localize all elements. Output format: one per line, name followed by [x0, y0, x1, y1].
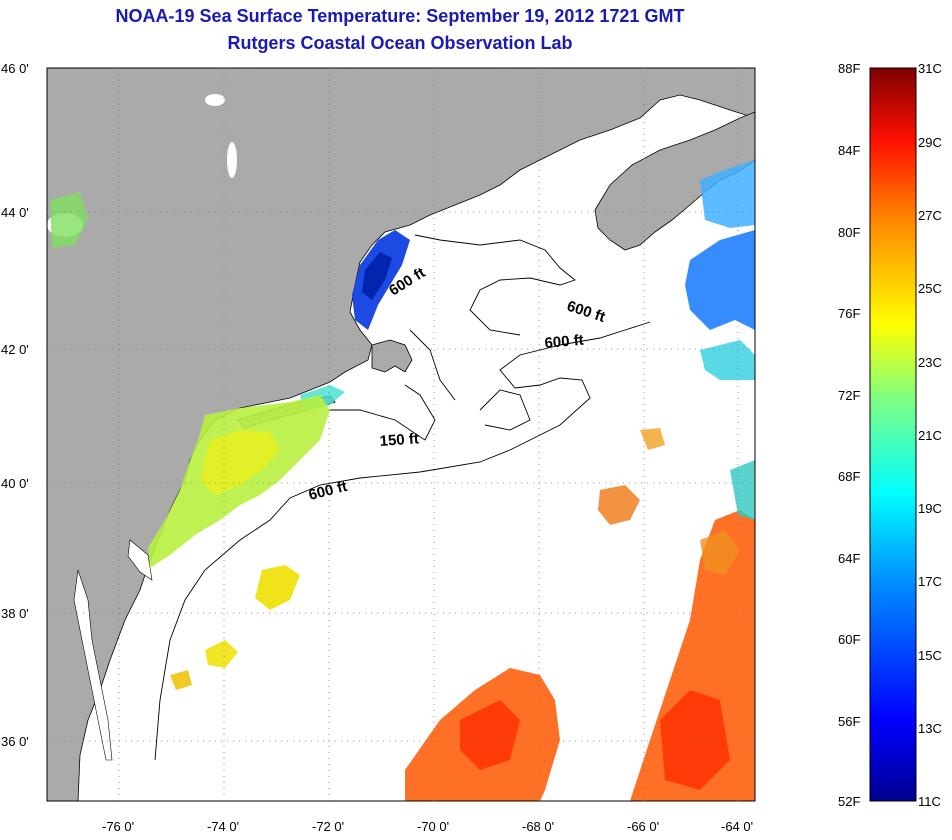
cape-cod: [371, 339, 413, 373]
colorbar-c-label: 25C: [918, 281, 942, 296]
colorbar-f-label: 60F: [838, 632, 860, 647]
colorbar-f-label: 72F: [838, 388, 860, 403]
colorbar-f-label: 68F: [838, 469, 860, 484]
colorbar-c-label: 17C: [918, 574, 942, 589]
contour-label: 600 ft: [544, 332, 585, 352]
lat-tick-label: 38 0': [1, 606, 29, 621]
colorbar-c-label: 13C: [918, 721, 942, 736]
colorbar-c-label: 27C: [918, 208, 942, 223]
contour-label: 150 ft: [379, 430, 419, 450]
lon-tick-label: -74 0': [207, 819, 239, 834]
colorbar-f-label: 52F: [838, 794, 860, 809]
lat-tick-label: 36 0': [1, 734, 29, 749]
colorbar-f-label: 56F: [838, 714, 860, 729]
colorbar-f-label: 76F: [838, 306, 860, 321]
lake: [205, 94, 225, 106]
lon-tick-label: -68 0': [522, 819, 554, 834]
colorbar-c-label: 23C: [918, 355, 942, 370]
lake: [227, 142, 237, 178]
lat-tick-label: 46 0': [1, 61, 29, 76]
lat-tick-label: 42 0': [1, 342, 29, 357]
colorbar-f-label: 84F: [838, 143, 860, 158]
longitude-axis: -76 0' -74 0' -72 0' -70 0' -68 0' -66 0…: [102, 819, 753, 834]
mainland-landmass: [47, 68, 755, 801]
lat-tick-label: 40 0': [1, 476, 29, 491]
lon-tick-label: -76 0': [102, 819, 134, 834]
map-frame: [46, 67, 756, 802]
colorbar-c-label: 21C: [918, 428, 942, 443]
colorbar: [869, 67, 917, 802]
delaware-bay: [127, 539, 153, 581]
bathymetry-contours: [154, 234, 651, 761]
colorbar-fahrenheit-labels: 88F 84F 80F 76F 72F 68F 64F 60F 56F 52F: [838, 61, 860, 809]
chesapeake-bay: [73, 569, 113, 761]
lon-tick-label: -72 0': [312, 819, 344, 834]
colorbar-f-label: 64F: [838, 551, 860, 566]
colorbar-c-label: 31C: [918, 61, 942, 76]
latitude-axis: 46 0' 44 0' 42 0' 40 0' 38 0' 36 0': [1, 61, 29, 749]
colorbar-c-label: 29C: [918, 135, 942, 150]
lon-tick-label: -70 0': [417, 819, 449, 834]
map-title: NOAA-19 Sea Surface Temperature: Septemb…: [115, 6, 685, 26]
lat-tick-label: 44 0': [1, 205, 29, 220]
colorbar-c-label: 19C: [918, 501, 942, 516]
colorbar-celsius-labels: 31C 29C 27C 25C 23C 21C 19C 17C 15C 13C …: [918, 61, 942, 809]
lon-tick-label: -64 0': [721, 819, 753, 834]
sst-patches: [50, 160, 755, 801]
colorbar-c-label: 15C: [918, 648, 942, 663]
colorbar-f-label: 80F: [838, 225, 860, 240]
colorbar-f-label: 88F: [838, 61, 860, 76]
colorbar-c-label: 11C: [918, 794, 941, 809]
map-subtitle: Rutgers Coastal Ocean Observation Lab: [227, 33, 573, 53]
lon-tick-label: -66 0': [627, 819, 659, 834]
graticule: [47, 68, 755, 801]
